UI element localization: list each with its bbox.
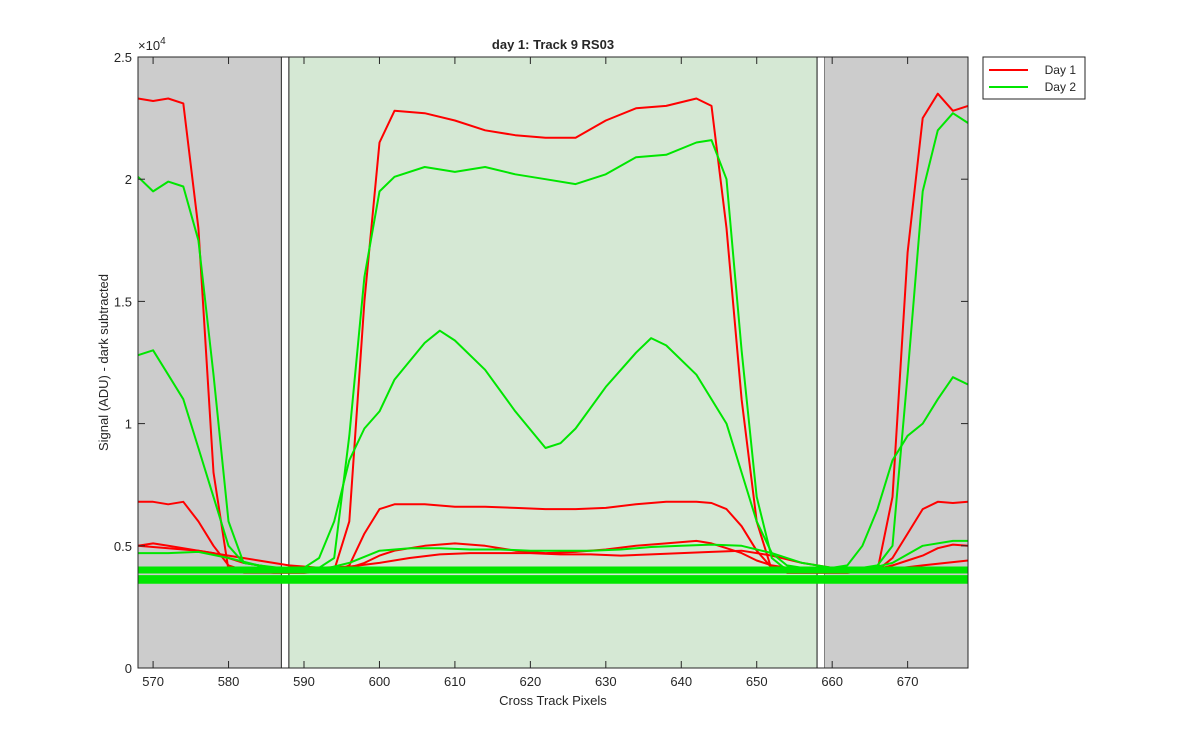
legend-box (982, 56, 1086, 100)
region-excluded-4 (824, 57, 968, 668)
region-active-2 (288, 56, 818, 669)
y-tick-label: 0 (125, 661, 132, 676)
x-tick-label: 630 (595, 674, 617, 689)
legend: Day 1 Day 2 (982, 56, 1086, 100)
x-tick-label: 610 (444, 674, 466, 689)
y-axis-exponent-power: 4 (160, 36, 166, 47)
y-tick-label: 0.5 (114, 539, 132, 554)
y-tick-label: 1 (125, 417, 132, 432)
legend-label: Day 2 (1045, 80, 1077, 94)
region-excluded-0 (138, 57, 282, 668)
y-tick-label: 2 (125, 172, 132, 187)
axes-box (137, 56, 969, 669)
legend-label: Day 1 (1045, 63, 1077, 77)
x-tick-label: 650 (746, 674, 768, 689)
region-layer (138, 56, 968, 669)
x-tick-label: 570 (142, 674, 164, 689)
series-layer (137, 92, 969, 584)
y-axis-exponent: ×104 (138, 36, 166, 53)
tick-layer: 570 580 590 600 610 620 630 640 650 660 670 0 0.5 1 1.… (114, 50, 968, 689)
x-tick-label: 670 (897, 674, 919, 689)
y-tick-label: 1.5 (114, 294, 132, 309)
x-tick-label: 590 (293, 674, 315, 689)
y-axis-exponent-base: ×10 (138, 38, 160, 53)
x-axis-label: Cross Track Pixels (499, 693, 607, 708)
chart-title: day 1: Track 9 RS03 (492, 37, 614, 52)
x-tick-label: 600 (369, 674, 391, 689)
x-tick-label: 660 (821, 674, 843, 689)
x-tick-label: 580 (218, 674, 240, 689)
y-axis-label: Signal (ADU) - dark subtracted (96, 274, 111, 451)
y-tick-label: 2.5 (114, 50, 132, 65)
x-tick-label: 640 (670, 674, 692, 689)
x-tick-label: 620 (520, 674, 542, 689)
